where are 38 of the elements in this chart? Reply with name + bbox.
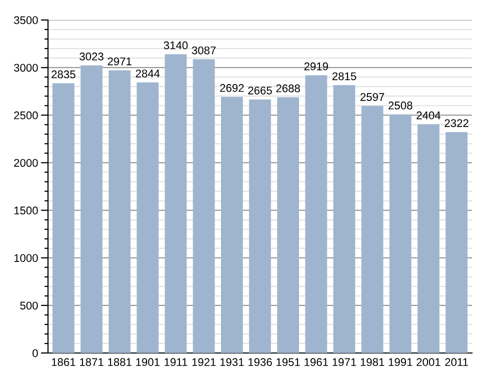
data-label: 2508 bbox=[388, 102, 412, 110]
y-tick-label: 3000 bbox=[14, 64, 38, 72]
y-tick-label: 500 bbox=[20, 302, 38, 310]
data-label: 3140 bbox=[164, 41, 188, 50]
x-tick-label: 1871 bbox=[80, 358, 104, 366]
y-tick-label: 3500 bbox=[14, 16, 38, 24]
data-label: 2835 bbox=[52, 70, 76, 78]
data-label: 2844 bbox=[136, 70, 160, 78]
x-tick-label: 1961 bbox=[304, 358, 328, 366]
x-tick-label: 1991 bbox=[388, 358, 412, 366]
y-tick-label: 2000 bbox=[14, 158, 38, 167]
x-tick-label: 1901 bbox=[136, 358, 160, 366]
data-label: 2692 bbox=[220, 84, 244, 92]
x-tick-label: 1911 bbox=[164, 358, 188, 366]
data-label: 2919 bbox=[304, 62, 328, 70]
data-label: 2971 bbox=[108, 57, 132, 66]
data-label: 2404 bbox=[416, 111, 441, 120]
x-tick-label: 1931 bbox=[220, 358, 244, 366]
y-tick-label: 0 bbox=[32, 349, 38, 358]
y-tick-label: 2500 bbox=[14, 111, 38, 120]
x-tick-label: 1881 bbox=[108, 358, 132, 366]
x-tick-label: 1981 bbox=[360, 358, 384, 366]
data-label: 2322 bbox=[444, 119, 468, 128]
data-label: 2597 bbox=[360, 93, 384, 101]
x-tick-label: 1921 bbox=[192, 358, 216, 366]
data-label: 3087 bbox=[192, 46, 216, 54]
data-label: 3023 bbox=[80, 52, 104, 60]
x-tick-label: 2011 bbox=[445, 358, 468, 366]
x-tick-label: 2001 bbox=[416, 358, 440, 366]
x-tick-label: 1936 bbox=[248, 358, 272, 366]
y-tick-label: 1000 bbox=[14, 254, 38, 262]
x-tick-label: 1971 bbox=[332, 358, 356, 366]
x-tick-label: 1951 bbox=[276, 358, 300, 366]
x-tick-label: 1861 bbox=[52, 358, 76, 366]
data-label: 2688 bbox=[276, 84, 300, 92]
y-tick-label: 1500 bbox=[14, 206, 38, 214]
data-label: 2665 bbox=[248, 86, 272, 94]
data-label: 2815 bbox=[332, 72, 356, 80]
